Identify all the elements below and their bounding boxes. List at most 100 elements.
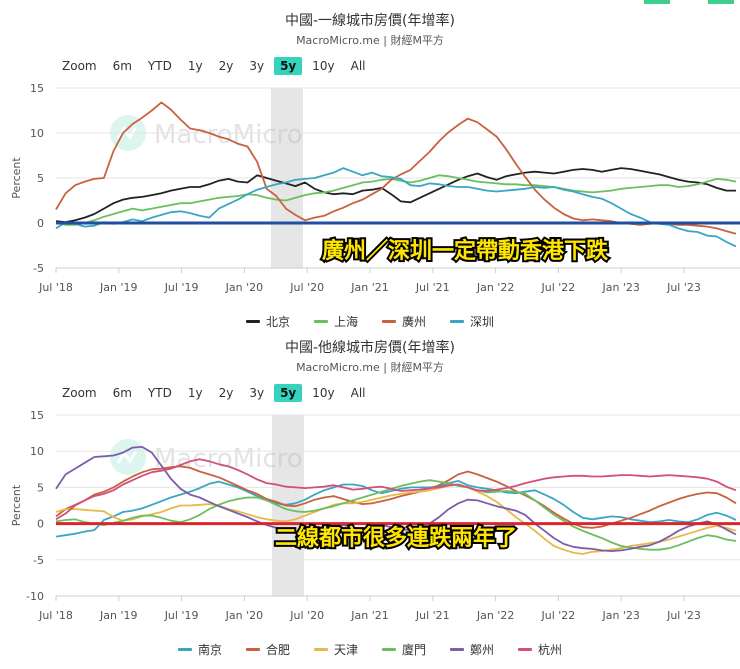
series-line-合肥[interactable] bbox=[55, 465, 737, 529]
zoom-button-3y[interactable]: 3y bbox=[249, 386, 265, 400]
chart1-title: 中國-一線城市房價(年增率) bbox=[285, 13, 455, 29]
legend-label: 天津 bbox=[333, 643, 358, 657]
legend-swatch-icon bbox=[245, 320, 260, 323]
zoom-button-10y[interactable]: 10y bbox=[312, 59, 335, 73]
zoom-button-6m[interactable]: 6m bbox=[112, 386, 132, 400]
legend-item-南京[interactable]: 南京 bbox=[177, 641, 222, 658]
x-tick-label: Jul '18 bbox=[38, 609, 73, 622]
legend-item-上海[interactable]: 上海 bbox=[313, 313, 358, 330]
legend-label: 合肥 bbox=[265, 643, 290, 657]
chart2-plot: MacroMicro 15 10 5 0 -5 -10 Percent Jul '18 Jan '… bbox=[10, 409, 740, 622]
chart2-title: 中國-他線城市房價(年增率) bbox=[285, 340, 455, 356]
series-line-杭州[interactable] bbox=[55, 458, 737, 521]
y-tick-label: 15 bbox=[30, 82, 44, 95]
legend-item-鄭州[interactable]: 鄭州 bbox=[450, 641, 494, 658]
x-tick-label: Jan '22 bbox=[476, 281, 514, 294]
y-tick-label: 0 bbox=[37, 217, 44, 230]
legend-item-廣州[interactable]: 廣州 bbox=[382, 313, 426, 330]
legend-item-合肥[interactable]: 合肥 bbox=[245, 641, 290, 658]
y-tick-label: 10 bbox=[30, 127, 44, 140]
y-tick-label: 15 bbox=[30, 409, 44, 422]
x-tick-label: Jan '23 bbox=[601, 609, 639, 622]
legend-label: 鄭州 bbox=[470, 643, 495, 657]
zoom-button-all[interactable]: All bbox=[350, 59, 366, 73]
y-tick-label: -10 bbox=[26, 590, 44, 603]
chart1-zoom-bar: Zoom 6m YTD 1y 2y 3y 5y 10y All bbox=[56, 57, 376, 75]
legend-swatch-icon bbox=[450, 320, 465, 323]
x-tick-label: Jul '23 bbox=[666, 281, 701, 294]
legend-item-天津[interactable]: 天津 bbox=[313, 641, 358, 658]
zoom-button-zoom: Zoom bbox=[62, 59, 97, 73]
series-line-北京[interactable] bbox=[55, 167, 736, 223]
x-tick-label: Jan '21 bbox=[350, 281, 388, 294]
legend-swatch-icon bbox=[313, 320, 328, 323]
legend-label: 廣州 bbox=[402, 315, 427, 329]
annotation-text: 廣州／深圳一定帶動香港下跌 bbox=[322, 238, 609, 264]
legend-swatch-icon bbox=[518, 648, 533, 651]
x-tick-label: Jul '21 bbox=[415, 609, 450, 622]
y-axis-label: Percent bbox=[10, 157, 23, 199]
zoom-button-2y[interactable]: 2y bbox=[218, 386, 234, 400]
series-line-鄭州[interactable] bbox=[55, 446, 737, 552]
x-tick-label: Jul '21 bbox=[415, 281, 450, 294]
chart2-zoom-bar: Zoom 6m YTD 1y 2y 3y 5y 10y All bbox=[56, 384, 376, 402]
legend-swatch-icon bbox=[177, 648, 192, 651]
legend-item-北京[interactable]: 北京 bbox=[245, 313, 290, 330]
series-line-深圳[interactable] bbox=[55, 167, 737, 248]
legend-item-廈門[interactable]: 廈門 bbox=[382, 641, 426, 658]
y-axis-label: Percent bbox=[10, 484, 23, 526]
x-tick-label: Jul '18 bbox=[38, 281, 73, 294]
x-tick-label: Jan '22 bbox=[476, 609, 514, 622]
legend-swatch-icon bbox=[245, 648, 260, 651]
chart1-subtitle: MacroMicro.me | 財經M平方 bbox=[296, 34, 444, 47]
legend-swatch-icon bbox=[382, 648, 396, 651]
chart2-legend: 南京 合肥 天津 廈門 鄭州 杭州 bbox=[0, 641, 740, 658]
y-tick-label: 5 bbox=[37, 481, 44, 494]
zoom-button-all[interactable]: All bbox=[350, 386, 366, 400]
zoom-button-3y[interactable]: 3y bbox=[249, 59, 265, 73]
x-tick-label: Jul '22 bbox=[541, 609, 576, 622]
zoom-button-zoom: Zoom bbox=[62, 386, 97, 400]
watermark-text: MacroMicro bbox=[154, 444, 303, 474]
zoom-button-ytd[interactable]: YTD bbox=[147, 386, 172, 400]
series-line-上海[interactable] bbox=[55, 174, 737, 226]
legend-label: 上海 bbox=[333, 315, 358, 329]
y-tick-label: 5 bbox=[37, 172, 44, 185]
zoom-button-10y[interactable]: 10y bbox=[312, 386, 335, 400]
y-tick-label: -5 bbox=[33, 262, 44, 275]
legend-item-杭州[interactable]: 杭州 bbox=[518, 641, 562, 658]
x-tick-label: Jan '19 bbox=[99, 281, 137, 294]
y-tick-label: 0 bbox=[37, 518, 44, 531]
x-tick-label: Jan '19 bbox=[99, 609, 137, 622]
zoom-button-6m[interactable]: 6m bbox=[112, 59, 132, 73]
x-tick-label: Jan '21 bbox=[350, 609, 388, 622]
zoom-button-1y[interactable]: 1y bbox=[187, 386, 203, 400]
top-accent-mark bbox=[644, 0, 670, 4]
x-tick-label: Jul '23 bbox=[666, 609, 701, 622]
legend-item-深圳[interactable]: 深圳 bbox=[450, 313, 494, 330]
x-tick-label: Jan '20 bbox=[225, 281, 263, 294]
x-tick-label: Jul '20 bbox=[289, 609, 324, 622]
y-tick-label: 10 bbox=[30, 445, 44, 458]
watermark: MacroMicro bbox=[110, 439, 303, 475]
x-tick-label: Jul '19 bbox=[164, 609, 199, 622]
legend-label: 廈門 bbox=[402, 643, 427, 657]
x-tick-label: Jan '23 bbox=[601, 281, 639, 294]
chart1-legend: 北京 上海 廣州 深圳 bbox=[0, 313, 740, 330]
legend-swatch-icon bbox=[313, 648, 328, 651]
watermark-text: MacroMicro bbox=[154, 120, 303, 150]
series-line-廈門[interactable] bbox=[55, 479, 737, 551]
annotation-text: 二線都市很多連跌兩年了 bbox=[275, 525, 517, 551]
zoom-button-5y[interactable]: 5y bbox=[274, 384, 303, 402]
zoom-button-5y[interactable]: 5y bbox=[274, 57, 303, 75]
chart1-plot: MacroMicro 15 10 5 0 -5 Percent Jul '18 Jan '19 J… bbox=[10, 82, 740, 294]
legend-swatch-icon bbox=[382, 320, 396, 323]
chart2-subtitle: MacroMicro.me | 財經M平方 bbox=[296, 361, 444, 374]
x-tick-label: Jul '20 bbox=[289, 281, 324, 294]
zoom-button-1y[interactable]: 1y bbox=[187, 59, 203, 73]
x-tick-label: Jul '19 bbox=[164, 281, 199, 294]
series-line-天津[interactable] bbox=[55, 483, 737, 555]
zoom-button-ytd[interactable]: YTD bbox=[147, 59, 172, 73]
zoom-button-2y[interactable]: 2y bbox=[218, 59, 234, 73]
legend-label: 深圳 bbox=[470, 315, 495, 329]
